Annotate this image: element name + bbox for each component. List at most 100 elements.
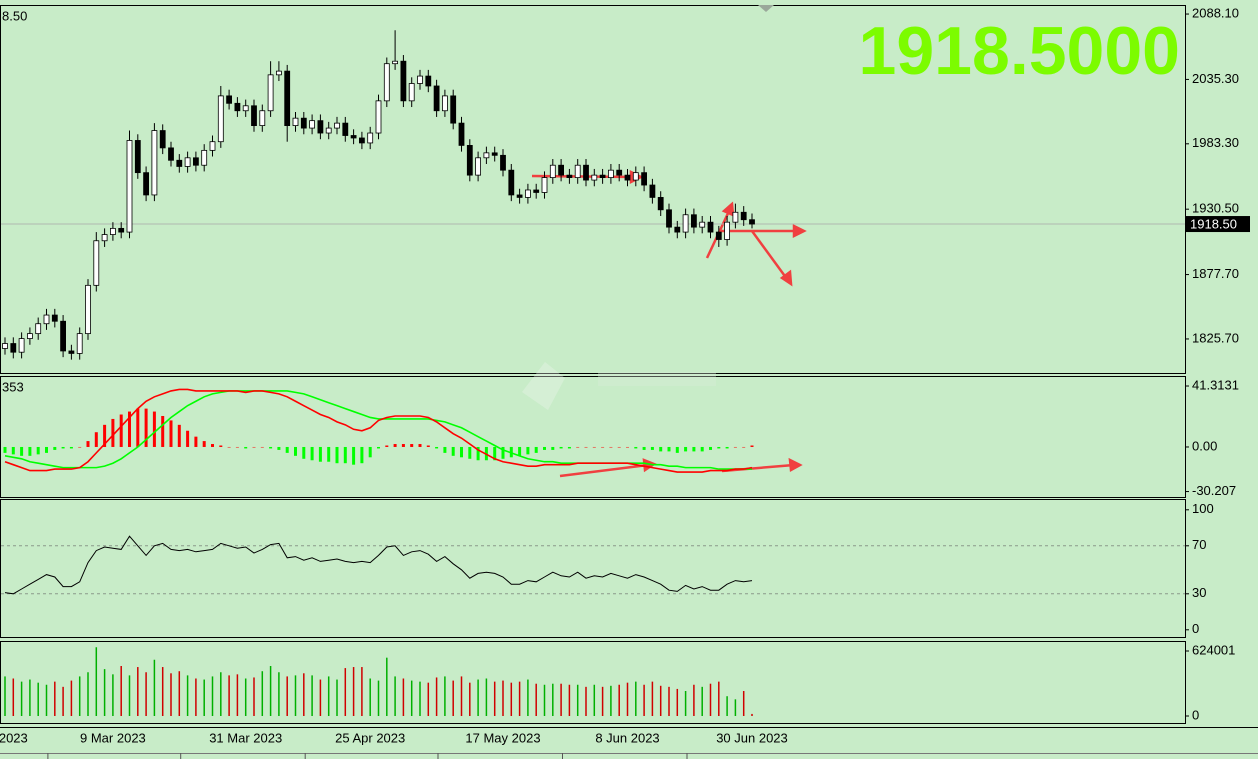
macd-bar (609, 446, 613, 448)
macd-bar (675, 446, 679, 453)
candle-body (533, 189, 540, 193)
candle-body (475, 157, 482, 176)
macd-bar (717, 446, 721, 449)
macd-bar (626, 446, 629, 448)
y-tick-label: 100 (1192, 501, 1214, 516)
macd-bar (128, 411, 131, 447)
macd-bar (684, 446, 688, 452)
macd-bar (584, 446, 588, 448)
current-price-box (1186, 216, 1250, 233)
y-tick-label: 1930.50 (1192, 201, 1239, 216)
candle-body (458, 122, 465, 146)
macd-bar (435, 446, 439, 449)
macd-bar (161, 415, 165, 447)
macd-bar (202, 441, 206, 447)
macd-bar (343, 446, 347, 464)
macd-bar (659, 446, 663, 452)
candle-body (707, 221, 714, 233)
macd-bar (576, 446, 580, 448)
macd-bar (269, 446, 273, 449)
candle-body (251, 105, 257, 127)
candle-body (309, 120, 316, 129)
candle-body (549, 164, 556, 179)
macd-bar (177, 424, 181, 447)
macd-bar (567, 446, 571, 449)
macd-bar (518, 446, 522, 456)
macd-bar (169, 420, 173, 447)
candle-body (342, 122, 349, 136)
candle-body (159, 130, 166, 149)
candle-body (134, 140, 141, 174)
candle-body (657, 197, 664, 211)
candle-body (715, 231, 722, 240)
candle-body (168, 147, 174, 161)
candle-body (76, 333, 83, 354)
macd-bar (86, 441, 90, 447)
macd-bar (260, 446, 264, 448)
candle-body (35, 323, 42, 335)
candle-body (110, 227, 116, 235)
macd-bar (360, 446, 364, 464)
candle-body (433, 85, 440, 112)
candle-body (367, 132, 374, 144)
macd-bar (551, 446, 555, 450)
candle-body (234, 102, 241, 112)
macd-bar (45, 446, 48, 453)
y-tick-label: 2035.30 (1192, 71, 1239, 86)
y-tick-label: -30.207 (1192, 483, 1236, 498)
candle-body (724, 221, 730, 240)
candle-body (417, 75, 423, 84)
macd-bar (617, 446, 621, 448)
candle-body (184, 157, 191, 167)
candle-body (201, 149, 208, 166)
macd-bar (476, 446, 480, 461)
candle-body (43, 314, 50, 325)
candle-body (383, 63, 390, 102)
y-tick-label: 1825.70 (1192, 330, 1239, 345)
macd-bar (451, 446, 455, 456)
candle-body (93, 240, 100, 286)
candle-body (525, 189, 531, 198)
x-tick-label: 9 Mar 2023 (80, 730, 146, 745)
candle-body (85, 284, 91, 335)
macd-bar (733, 446, 737, 448)
macd-bar (709, 446, 712, 450)
candle-body (591, 174, 598, 181)
macd-bar (526, 446, 530, 455)
macd-bar (750, 445, 754, 447)
y-tick-label: 0 (1192, 707, 1199, 722)
macd-bar (543, 446, 546, 450)
candle-body (616, 169, 623, 176)
candle-body (358, 137, 365, 144)
macd-panel (0, 376, 1186, 498)
candle-body (400, 60, 407, 102)
macd-bar (119, 414, 123, 447)
candle-body (749, 219, 755, 225)
candle-body (450, 95, 457, 124)
macd-bar (460, 446, 463, 458)
candle-body (18, 338, 25, 353)
current-price-label: 1918.50 (1190, 216, 1237, 231)
y-tick-label: 30 (1192, 585, 1206, 600)
candle-body (325, 127, 332, 134)
candle-body (151, 130, 158, 196)
candle-body (599, 174, 606, 179)
macd-bar (235, 446, 239, 448)
macd-bar (468, 446, 472, 459)
macd-bar (700, 446, 704, 452)
macd-label: 353 (2, 379, 24, 394)
candle-body (574, 164, 581, 179)
macd-bar (418, 444, 422, 447)
candle-body (408, 83, 415, 102)
candle-body (441, 95, 448, 112)
y-tick-label: 70 (1192, 537, 1206, 552)
candle-body (740, 211, 747, 221)
macd-bar (634, 446, 638, 449)
candle-body (292, 117, 299, 127)
candle-body (392, 60, 399, 65)
macd-bar (352, 446, 356, 465)
candle-body (267, 74, 274, 112)
big-price: 1918.5000 (859, 13, 1180, 89)
macd-bar (227, 446, 231, 448)
